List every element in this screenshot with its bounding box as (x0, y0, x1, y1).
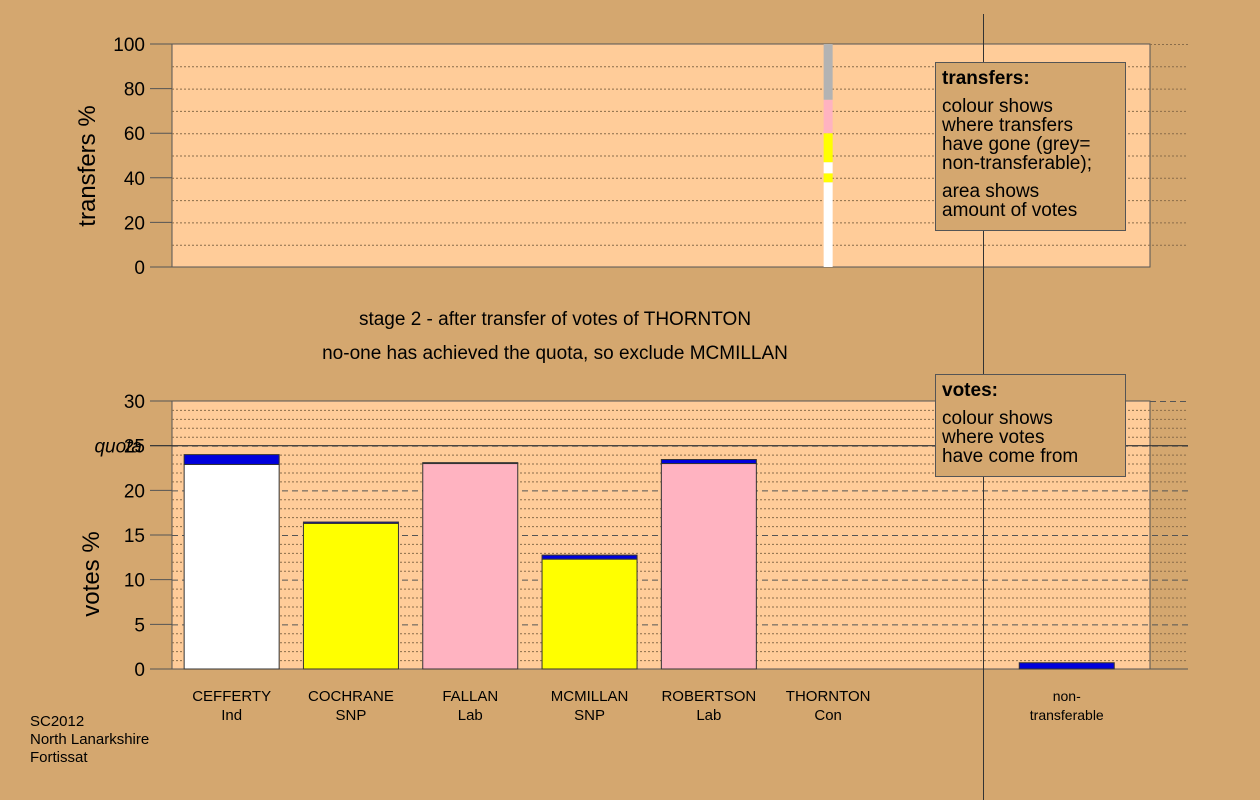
candidate-bar (660, 463, 757, 670)
footer-line: SC2012 (30, 713, 85, 730)
candidate-party-label: Lab (458, 707, 483, 724)
votes-tick-label: 15 (124, 526, 145, 547)
candidate-party-label: Lab (696, 707, 721, 724)
footer-line: Fortissat (30, 749, 88, 766)
transfer-share-segment (823, 99, 833, 134)
transfer-segment (422, 462, 519, 465)
votes-tick-label: 20 (124, 481, 145, 502)
transfers-tick-label: 80 (124, 80, 145, 101)
transfer-segment (302, 521, 399, 524)
transfers-tick-label: 100 (113, 35, 145, 56)
votes-legend-line: where votes (942, 427, 1045, 448)
transfer-share-segment (823, 162, 833, 174)
transfer-share-segment (823, 173, 833, 183)
transfer-share-segment (823, 44, 833, 100)
quota-label: quota (94, 437, 142, 458)
candidate-party-label: SNP (574, 707, 605, 724)
votes-legend-title: votes: (942, 380, 998, 401)
candidate-name-label: MCMILLAN (551, 688, 629, 705)
transfer-segment (541, 554, 638, 560)
candidate-bar (541, 558, 638, 670)
election-footer: SC2012 North Lanarkshire Fortissat (30, 713, 149, 767)
votes-legend-line: colour shows (942, 408, 1053, 429)
votes-tick-label: 10 (124, 571, 145, 592)
transfers-tick-label: 40 (124, 169, 145, 190)
candidate-name-label: CEFFERTY (192, 688, 271, 705)
candidate-name-label: FALLAN (442, 688, 498, 705)
transfers-tick-label: 0 (134, 258, 145, 279)
transfer-share-segment (823, 182, 833, 267)
candidate-name-label: THORNTON (786, 688, 871, 705)
transfers-legend-line: non-transferable); (942, 153, 1092, 174)
candidate-bar (183, 463, 280, 670)
votes-legend-line: have come from (942, 446, 1079, 467)
candidate-party-label: Con (814, 707, 842, 724)
transfers-legend-line: amount of votes (942, 200, 1078, 221)
candidate-party-label: Ind (221, 707, 242, 724)
transfers-axis-label: transfers % (74, 105, 101, 226)
transfer-segment (183, 454, 280, 465)
votes-tick-label: 30 (124, 392, 145, 413)
votes-legend: votes: colour shows where votes have com… (935, 374, 1126, 477)
transfers-legend: transfers: colour shows where transfers … (935, 62, 1126, 231)
transfers-legend-line: where transfers (942, 115, 1073, 136)
nontransferable-label: transferable (1030, 707, 1104, 723)
nontransferable-label: non- (1053, 688, 1081, 704)
transfer-segment (660, 459, 757, 465)
transfers-tick-label: 20 (124, 213, 145, 234)
candidate-party-label: SNP (336, 707, 367, 724)
transfers-legend-line: have gone (grey= (942, 134, 1091, 155)
votes-tick-label: 25 (124, 437, 145, 458)
votes-tick-label: 5 (134, 615, 145, 636)
transfers-legend-line: area shows (942, 181, 1040, 202)
stage-caption: stage 2 - after transfer of votes of THO… (358, 309, 752, 330)
transfers-legend-line: colour shows (942, 96, 1053, 117)
candidate-bar (422, 463, 519, 670)
votes-axis-label: votes % (78, 531, 105, 616)
candidate-bar (302, 522, 399, 670)
nontransferable-bar (1018, 662, 1115, 670)
footer-line: North Lanarkshire (30, 731, 150, 748)
candidate-name-label: ROBERTSON (661, 688, 756, 705)
transfer-share-segment (823, 133, 833, 163)
transfers-legend-title: transfers: (942, 68, 1030, 89)
exclusion-caption: no-one has achieved the quota, so exclud… (322, 343, 788, 364)
votes-tick-label: 0 (134, 660, 145, 681)
candidate-name-label: COCHRANE (308, 688, 394, 705)
transfers-tick-label: 60 (124, 124, 145, 145)
